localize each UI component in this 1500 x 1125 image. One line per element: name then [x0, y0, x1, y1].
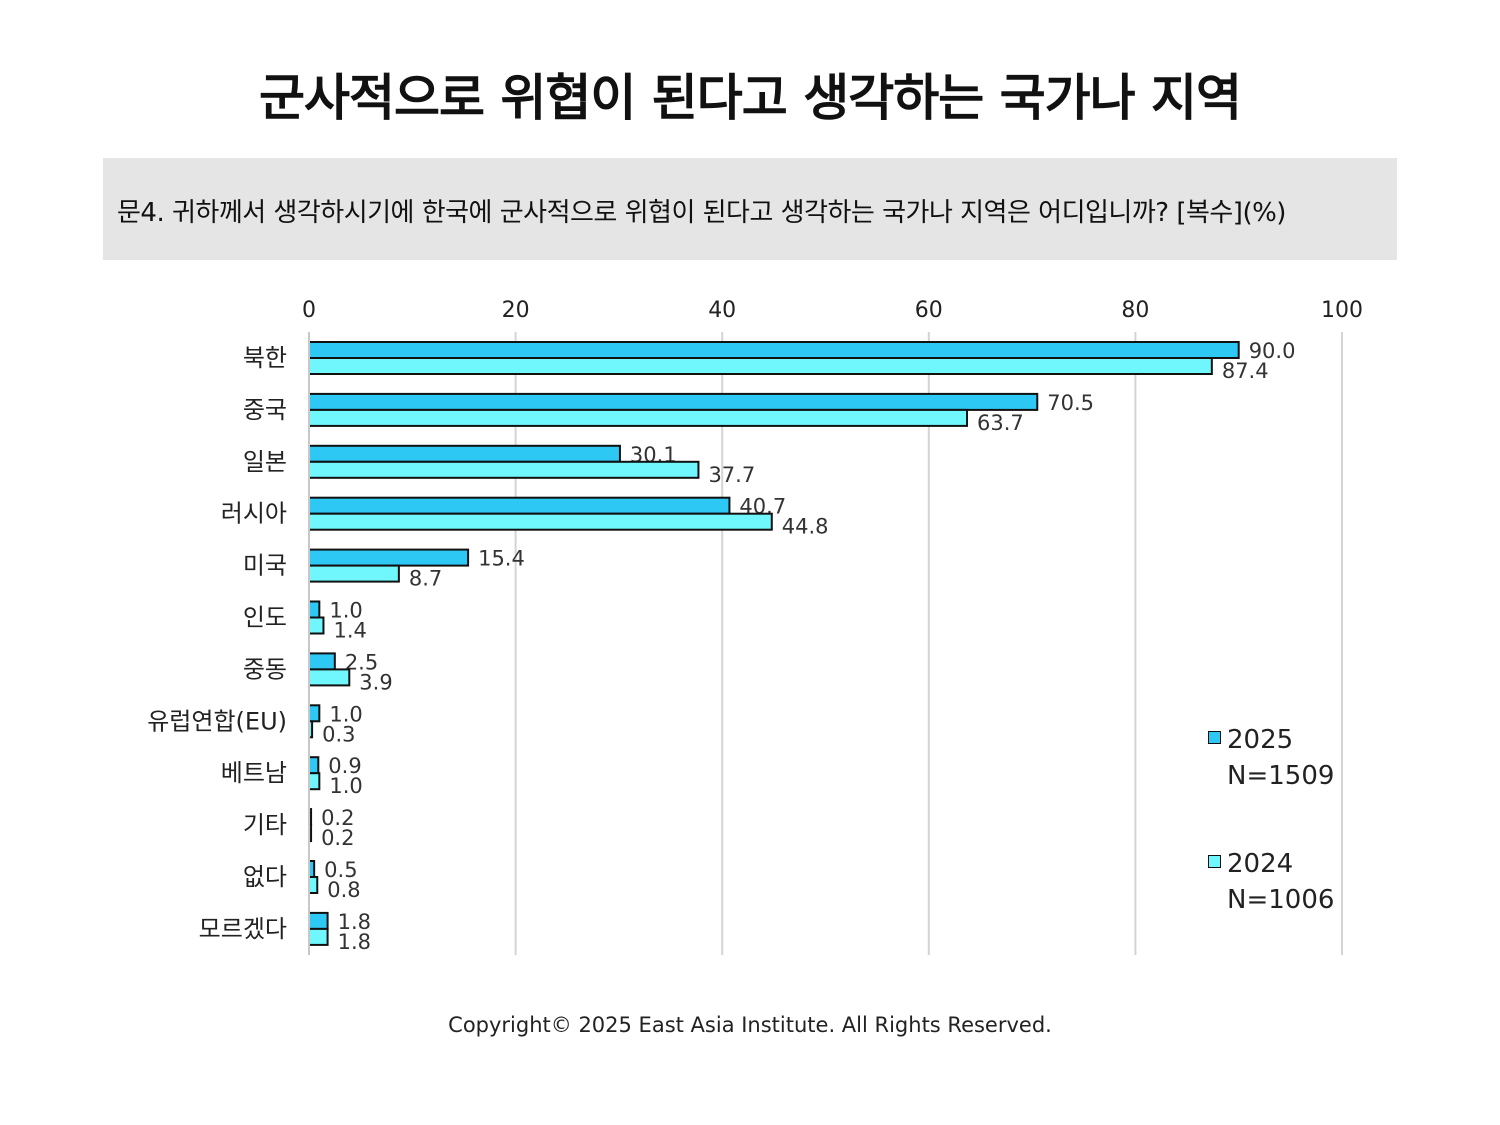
category-label: 북한 [243, 344, 287, 372]
legend-n-2025: N=1509 [1227, 761, 1335, 791]
copyright-footer: Copyright© 2025 East Asia Institute. All… [448, 1013, 1052, 1037]
x-tick-label-80: 80 [1121, 298, 1149, 323]
chart-title: 군사적으로 위협이 된다고 생각하는 국가나 지역 [258, 69, 1242, 127]
category-label: 모르겠다 [199, 915, 287, 943]
x-tick-label-40: 40 [708, 298, 736, 323]
x-tick-label-100: 100 [1321, 298, 1363, 323]
bar-2024 [308, 876, 319, 894]
data-label-2025: 0.9 [328, 754, 361, 778]
category-label: 중동 [243, 655, 287, 683]
bar-2025 [308, 392, 1039, 411]
bar-2024 [308, 564, 400, 583]
data-label-2024: 0.2 [321, 826, 354, 850]
data-label-2025: 2.5 [345, 650, 378, 674]
data-label-2024: 0.3 [322, 722, 355, 746]
data-label-2024: 1.8 [338, 930, 371, 954]
bar-2025 [308, 496, 731, 515]
data-label-2024: 3.9 [359, 670, 392, 694]
data-label-2024: 63.7 [977, 411, 1024, 435]
legend: 2025 N=1509 [1208, 722, 1334, 794]
data-label-2025: 90.0 [1249, 339, 1296, 363]
bar-2024 [308, 668, 351, 687]
data-label-2025: 1.0 [329, 599, 362, 623]
bar-2025 [308, 548, 470, 567]
category-label: 인도 [243, 604, 287, 632]
data-label-2024: 1.0 [329, 774, 362, 798]
legend-label-2024: 2024 [1227, 849, 1294, 879]
data-label-2024: 0.8 [327, 878, 360, 902]
bar-2025 [308, 704, 321, 723]
category-label: 중국 [243, 396, 287, 424]
x-tick-label-60: 60 [915, 298, 943, 323]
bar-2024 [308, 512, 773, 531]
bar-2024 [308, 772, 321, 791]
bar-2025 [308, 911, 329, 930]
bar-2024 [308, 357, 1213, 375]
data-label-2025: 70.5 [1047, 391, 1094, 415]
category-label: 유럽연합(EU) [147, 707, 287, 735]
data-label-2025: 1.8 [338, 910, 371, 934]
data-label-2024: 44.8 [782, 515, 829, 539]
category-label: 일본 [243, 448, 287, 476]
category-label: 베트남 [221, 759, 287, 787]
bar-2025 [308, 756, 320, 775]
data-label-2024: 87.4 [1222, 359, 1269, 383]
data-label-2024: 8.7 [409, 567, 442, 591]
legend-item-2025: 2025 N=1509 [1208, 722, 1334, 794]
category-label: 없다 [243, 863, 287, 891]
legend-swatch-2024 [1208, 855, 1221, 868]
x-tick-label-0: 0 [302, 298, 316, 323]
bar-2025 [308, 341, 1240, 359]
category-label: 러시아 [221, 500, 287, 528]
data-label-2024: 37.7 [708, 463, 755, 487]
bar-2025 [308, 444, 621, 463]
category-label: 미국 [243, 552, 287, 580]
data-label-2025: 0.2 [321, 806, 354, 830]
x-tick-label-20: 20 [502, 298, 530, 323]
legend-swatch-2025 [1208, 731, 1221, 744]
legend-2024: 2024 N=1006 [1208, 846, 1334, 918]
legend-item-2024: 2024 N=1006 [1208, 846, 1334, 918]
data-label-2024: 1.4 [333, 619, 366, 643]
bar-2025 [308, 652, 336, 671]
bar-2025 [308, 600, 321, 619]
data-label-2025: 0.5 [324, 858, 357, 882]
category-label: 기타 [243, 811, 287, 839]
question-text: 문4. 귀하께서 생각하시기에 한국에 군사적으로 위협이 된다고 생각하는 국… [117, 198, 1286, 228]
bar-2024 [308, 616, 325, 635]
bar-2024 [308, 408, 969, 427]
data-label-2025: 15.4 [478, 547, 525, 571]
data-label-2025: 1.0 [329, 702, 362, 726]
bar-2024 [308, 460, 700, 479]
legend-label-2025: 2025 [1227, 725, 1294, 755]
bar-2024 [308, 927, 329, 946]
legend-n-2024: N=1006 [1227, 885, 1335, 915]
question-box: 문4. 귀하께서 생각하시기에 한국에 군사적으로 위협이 된다고 생각하는 국… [103, 158, 1397, 260]
